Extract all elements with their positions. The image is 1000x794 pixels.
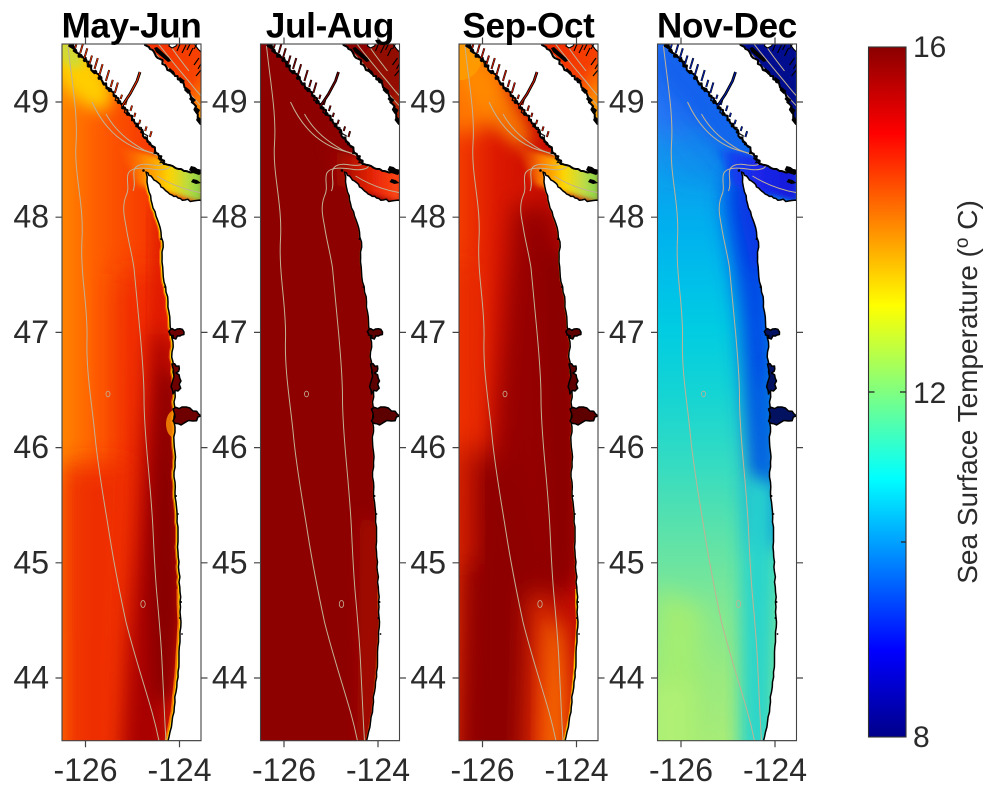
svg-text:-126: -126 bbox=[252, 752, 316, 788]
svg-text:48: 48 bbox=[609, 199, 645, 235]
svg-text:44: 44 bbox=[609, 660, 645, 696]
svg-text:48: 48 bbox=[410, 199, 446, 235]
svg-text:45: 45 bbox=[609, 544, 645, 580]
svg-text:44: 44 bbox=[410, 660, 446, 696]
svg-text:46: 46 bbox=[212, 429, 248, 465]
svg-text:Sep-Oct: Sep-Oct bbox=[462, 7, 595, 46]
svg-text:-124: -124 bbox=[147, 752, 211, 788]
svg-text:-126: -126 bbox=[450, 752, 514, 788]
svg-text:45: 45 bbox=[13, 544, 49, 580]
svg-text:47: 47 bbox=[13, 314, 49, 350]
svg-text:16: 16 bbox=[913, 31, 946, 64]
svg-text:47: 47 bbox=[212, 314, 248, 350]
svg-text:8: 8 bbox=[913, 721, 930, 754]
svg-text:-124: -124 bbox=[743, 752, 807, 788]
svg-text:48: 48 bbox=[212, 199, 248, 235]
svg-text:48: 48 bbox=[13, 199, 49, 235]
svg-text:47: 47 bbox=[410, 314, 446, 350]
svg-text:-126: -126 bbox=[649, 752, 713, 788]
svg-text:Sea Surface Temperature (o C): Sea Surface Temperature (o C) bbox=[952, 200, 983, 584]
svg-text:Nov-Dec: Nov-Dec bbox=[657, 7, 797, 46]
svg-text:49: 49 bbox=[212, 84, 248, 120]
svg-text:49: 49 bbox=[609, 84, 645, 120]
svg-text:46: 46 bbox=[13, 429, 49, 465]
svg-text:46: 46 bbox=[609, 429, 645, 465]
svg-text:May-Jun: May-Jun bbox=[62, 7, 202, 46]
svg-text:46: 46 bbox=[410, 429, 446, 465]
svg-text:45: 45 bbox=[212, 544, 248, 580]
svg-text:47: 47 bbox=[609, 314, 645, 350]
svg-text:45: 45 bbox=[410, 544, 446, 580]
svg-text:44: 44 bbox=[212, 660, 248, 696]
svg-text:-124: -124 bbox=[544, 752, 608, 788]
svg-text:49: 49 bbox=[410, 84, 446, 120]
svg-text:12: 12 bbox=[913, 377, 946, 410]
svg-text:44: 44 bbox=[13, 660, 49, 696]
svg-text:49: 49 bbox=[13, 84, 49, 120]
svg-text:-126: -126 bbox=[53, 752, 117, 788]
svg-text:-124: -124 bbox=[346, 752, 410, 788]
svg-text:Jul-Aug: Jul-Aug bbox=[266, 7, 394, 46]
